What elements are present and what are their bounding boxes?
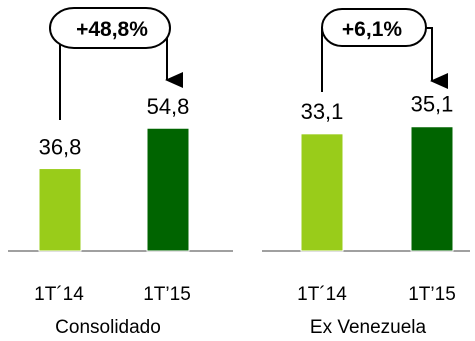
data-label-1: 36,8: [39, 135, 82, 160]
bar-2: [146, 127, 190, 252]
category-label-1: 1T´14: [34, 284, 84, 305]
chart-panels: 36,8 1T´14 54,8 1T’15 Consolidado +48,8% 33,1 1…: [8, 7, 470, 338]
category-label-1: 1T´14: [297, 284, 347, 305]
growth-label: +6,1%: [342, 18, 402, 41]
category-label-2: 1T’15: [408, 284, 456, 305]
bar-1: [38, 168, 82, 252]
chart-panel-1: 36,8 1T´14 54,8 1T’15 Consolidado +48,8%: [8, 7, 233, 338]
category-label-2: 1T’15: [143, 284, 191, 305]
data-label-2: 35,1: [411, 92, 454, 117]
growth-badge: [49, 7, 171, 49]
chart-panel-2: 33,1 1T´14 35,1 1T’15 Ex Venezuela +6,1%: [262, 8, 470, 338]
bar-2: [410, 126, 454, 252]
growth-label: +48,8%: [76, 18, 148, 41]
panel-label: Ex Venezuela: [310, 317, 427, 338]
growth-badge: [321, 8, 427, 47]
bar-1: [300, 133, 344, 252]
data-label-2: 54,8: [147, 94, 190, 119]
data-label-1: 33,1: [301, 99, 344, 124]
panel-label: Consolidado: [55, 317, 161, 338]
